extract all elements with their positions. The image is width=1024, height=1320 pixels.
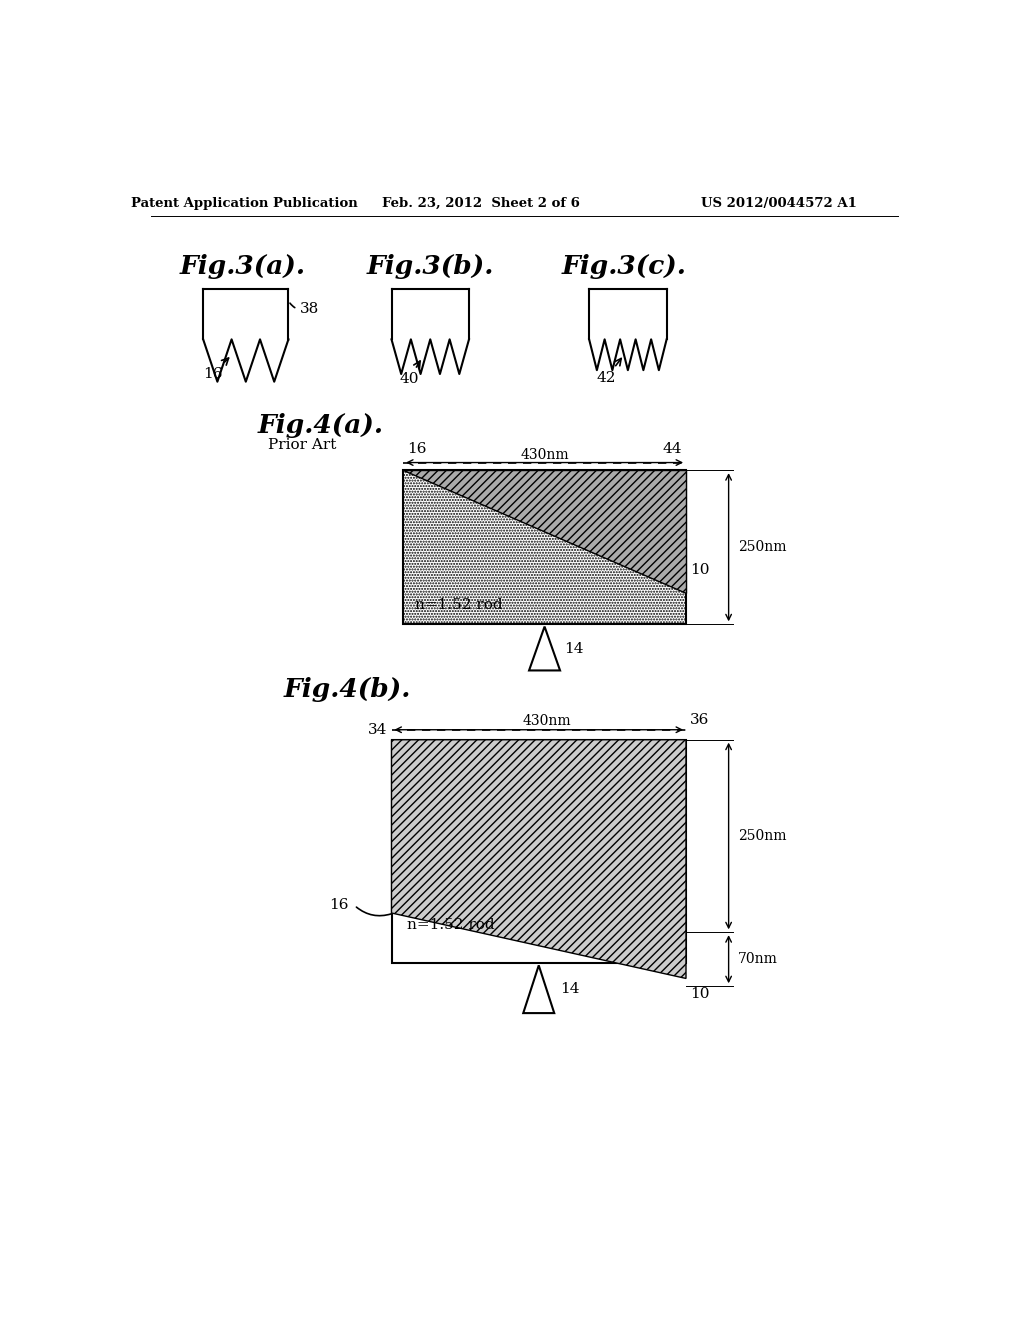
Text: 42: 42 (597, 359, 622, 384)
Text: 250nm: 250nm (738, 540, 786, 554)
Text: Fig.3(b).: Fig.3(b). (367, 253, 494, 279)
Text: 10: 10 (690, 564, 710, 577)
Text: Fig.4(a).: Fig.4(a). (257, 413, 383, 438)
Text: Fig.3(c).: Fig.3(c). (561, 253, 686, 279)
Text: Fig.4(b).: Fig.4(b). (284, 677, 411, 702)
Bar (403, 470, 686, 624)
Text: 16: 16 (407, 442, 427, 457)
Text: 16: 16 (330, 899, 349, 912)
Polygon shape (529, 627, 560, 671)
Polygon shape (403, 470, 686, 594)
Text: 36: 36 (690, 714, 710, 727)
Polygon shape (391, 739, 686, 978)
Text: 430nm: 430nm (520, 447, 569, 462)
Text: Feb. 23, 2012  Sheet 2 of 6: Feb. 23, 2012 Sheet 2 of 6 (382, 197, 580, 210)
Text: n=1.52 rod: n=1.52 rod (415, 598, 503, 612)
Text: 34: 34 (369, 723, 388, 737)
Text: n=1.52 rod: n=1.52 rod (407, 917, 495, 932)
Text: 14: 14 (560, 982, 580, 997)
Text: 14: 14 (564, 642, 584, 656)
Bar (391, 739, 686, 964)
Text: 44: 44 (663, 442, 682, 457)
Text: Patent Application Publication: Patent Application Publication (131, 197, 357, 210)
Text: 430nm: 430nm (522, 714, 570, 729)
Text: 70nm: 70nm (738, 952, 778, 966)
Text: 16: 16 (203, 358, 228, 381)
Text: 10: 10 (690, 987, 710, 1001)
Text: Fig.3(a).: Fig.3(a). (179, 253, 306, 279)
Text: 38: 38 (290, 301, 319, 315)
Bar (403, 470, 686, 624)
Text: 40: 40 (399, 362, 420, 387)
Polygon shape (523, 965, 554, 1014)
Text: US 2012/0044572 A1: US 2012/0044572 A1 (701, 197, 857, 210)
Text: Prior Art: Prior Art (268, 438, 337, 451)
Text: 250nm: 250nm (738, 829, 786, 843)
